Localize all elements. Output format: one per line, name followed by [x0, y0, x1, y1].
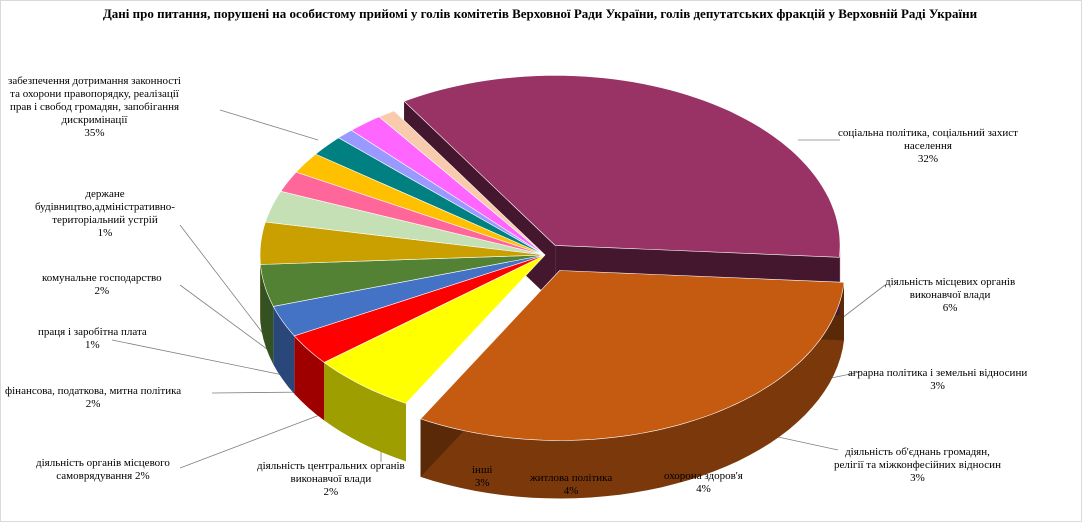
label-agrarian: аграрна політика і земельні відносини 3%: [848, 367, 1027, 393]
leader-line: [179, 224, 269, 341]
pie-slice: [259, 221, 546, 265]
label-associations-line2: релігії та міжконфесійних відносин: [834, 459, 1001, 471]
label-legality-line4: дискримінації: [61, 114, 128, 126]
label-labour-pct: 1%: [85, 339, 100, 351]
label-legality: забезпечення дотримання законності та ох…: [8, 75, 181, 140]
label-housing-line1: житлова політика: [530, 472, 613, 484]
label-agrarian-line1: аграрна політика і земельні відносини: [848, 367, 1028, 379]
label-self-gov-line2: самоврядування 2%: [56, 470, 150, 482]
pie-slice: [378, 110, 546, 256]
label-health-pct: 4%: [696, 483, 711, 495]
leader-line: [111, 339, 284, 376]
label-other-pct: 3%: [474, 477, 490, 489]
label-social-pct: 32%: [917, 153, 939, 165]
slice-wall: [260, 264, 274, 365]
label-legality-pct: 35%: [84, 127, 105, 139]
leader-line: [179, 284, 276, 356]
label-self-gov-line1: діяльність органів місцевого: [36, 457, 170, 469]
pie-slice: [260, 254, 546, 307]
label-agrarian-pct: 3%: [930, 380, 945, 392]
pie-slice: [264, 190, 546, 256]
label-finance: фінансова, податкова, митна політика 2%: [5, 385, 181, 411]
label-local-exec: діяльність місцевих органів виконавчої в…: [885, 276, 1015, 315]
label-legality-line3: прав і свобод громадян, запобігання: [9, 101, 180, 113]
label-legality-line1: забезпечення дотримання законності: [8, 75, 181, 87]
label-state-building: держане будівництво,адміністративно- тер…: [35, 188, 175, 240]
label-state-building-line1: держане: [85, 188, 125, 200]
label-state-building-line2: будівництво,адміністративно-: [35, 201, 175, 213]
label-central-exec-line2: виконавчої влади: [290, 473, 372, 485]
label-social-line1: соціальна політика, соціальний захист: [838, 127, 1018, 139]
label-state-building-line3: територіальний устрій: [52, 214, 158, 226]
slice-tops: [259, 75, 845, 441]
pie-slice: [420, 270, 845, 441]
label-associations-line1: діяльність об'єднань громадян,: [845, 446, 990, 458]
label-finance-line1: фінансова, податкова, митна політика: [5, 385, 182, 397]
label-labour: праця і заробітна плата 1%: [38, 326, 147, 352]
label-state-building-pct: 1%: [97, 227, 113, 239]
label-communal: комунальне господарство 2%: [42, 272, 162, 298]
label-associations: діяльність об'єднань громадян, релігії т…: [834, 446, 1001, 485]
label-health: охорона здоров'я 4%: [664, 470, 743, 496]
label-self-gov: діяльність органів місцевого самоврядува…: [36, 457, 170, 483]
label-labour-line1: праця і заробітна плата: [38, 326, 147, 338]
label-central-exec-pct: 2%: [323, 486, 339, 498]
label-other-line1: інші: [472, 464, 493, 476]
pie-slice: [293, 254, 546, 363]
pie-slice: [403, 75, 841, 258]
label-central-exec: діяльність центральних органів виконавчо…: [257, 460, 405, 499]
slice-wall: [273, 306, 295, 394]
pie-slice: [272, 254, 546, 337]
label-local-exec-pct: 6%: [942, 302, 958, 314]
label-housing-pct: 4%: [563, 485, 579, 497]
label-legality-line2: та охорони правопорядку, реалізації: [10, 88, 179, 100]
label-communal-pct: 2%: [94, 285, 110, 297]
label-local-exec-line2: виконавчої влади: [909, 289, 991, 301]
leader-line: [219, 109, 319, 141]
label-local-exec-line1: діяльність місцевих органів: [885, 276, 1016, 288]
label-health-line1: охорона здоров'я: [664, 470, 743, 482]
slice-wall: [420, 282, 844, 499]
slice-wall: [324, 362, 406, 462]
label-housing: житлова політика 4%: [530, 472, 612, 498]
label-central-exec-line1: діяльність центральних органів: [257, 460, 405, 472]
label-communal-line1: комунальне господарство: [42, 272, 162, 284]
label-other: інші 3%: [472, 464, 492, 490]
label-social-line2: населення: [904, 140, 952, 152]
label-finance-pct: 2%: [85, 398, 101, 410]
pie-slice: [323, 254, 546, 404]
label-associations-pct: 3%: [910, 472, 925, 484]
label-social: соціальна політика, соціальний захист на…: [838, 127, 1018, 166]
chart-title: Дані про питання, порушені на особистому…: [102, 6, 978, 21]
